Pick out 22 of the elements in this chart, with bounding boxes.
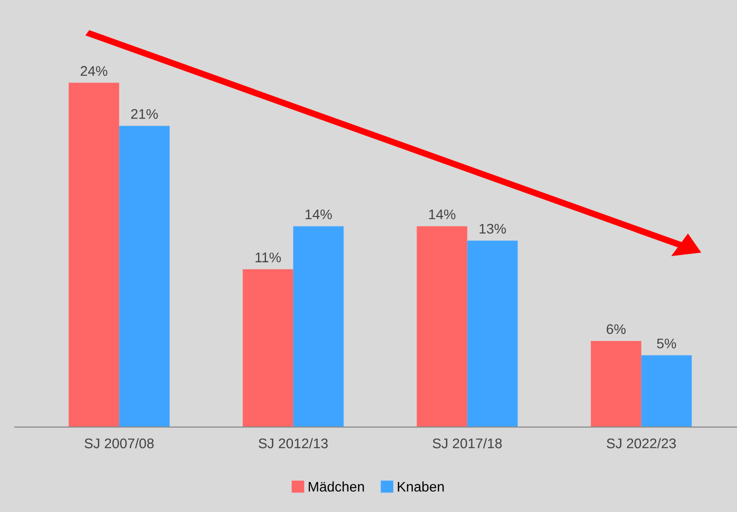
legend-label: Mädchen — [308, 481, 364, 492]
bar — [416, 226, 468, 428]
bar — [590, 340, 642, 428]
data-label: 24% — [80, 66, 108, 76]
data-label: 6% — [606, 324, 626, 334]
bar — [641, 355, 692, 428]
bar — [467, 240, 518, 428]
x-tick-label: SJ 2017/18 — [432, 438, 502, 448]
x-tick-label: SJ 2012/13 — [258, 438, 328, 448]
data-label: 14% — [306, 210, 332, 220]
data-label: 14% — [429, 210, 456, 220]
bar — [242, 269, 294, 428]
data-label: 21% — [131, 109, 158, 119]
legend-label: Knaben — [398, 481, 444, 492]
bar — [293, 226, 344, 428]
x-tick-label: SJ 2007/08 — [84, 438, 154, 448]
data-label: 11% — [256, 252, 281, 262]
data-label: 5% — [657, 338, 676, 348]
data-label: 13% — [480, 224, 506, 234]
x-tick-label: SJ 2022/23 — [606, 438, 676, 448]
bar — [68, 82, 120, 428]
bar — [119, 126, 170, 428]
